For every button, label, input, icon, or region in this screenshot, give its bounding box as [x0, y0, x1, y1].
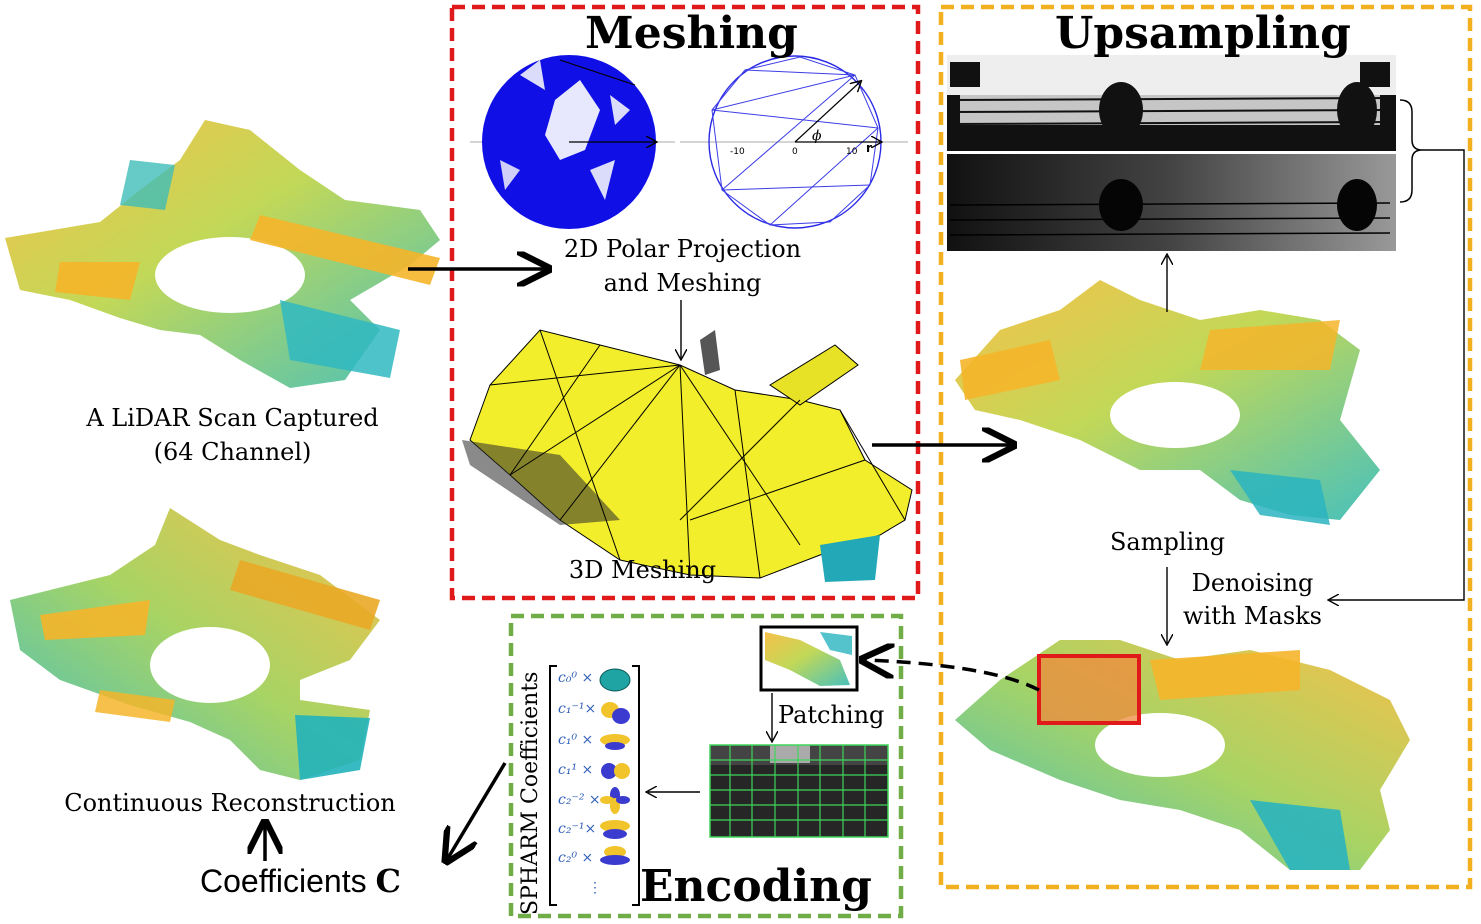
polar-r-label: r [866, 141, 872, 155]
arrow-mask-to-denoise [1330, 149, 1465, 600]
sampled-pointcloud [955, 280, 1380, 525]
range-image-depth [947, 154, 1396, 251]
harmonic-shape-4 [600, 787, 630, 814]
harmonic-shape-3 [601, 763, 630, 779]
denoised-pointcloud [955, 640, 1410, 870]
harmonic-shape-1 [601, 702, 630, 724]
meshing-3d-caption: 3D Meshing [568, 556, 717, 584]
reconstruction-caption: Continuous Reconstruction [64, 789, 396, 817]
patch-thumbnail [759, 625, 859, 692]
arrow-encoding-to-coefficients [448, 762, 507, 858]
polar-caption-line1: 2D Polar Projection [563, 235, 802, 263]
lidar-caption-line1: A LiDAR Scan Captured [86, 404, 379, 432]
coefficients-word: Coefficients [200, 863, 367, 899]
patch-grid-image [709, 744, 889, 838]
harmonic-shape-0 [599, 668, 631, 692]
coef-label-1: c₁⁻¹× [558, 701, 597, 717]
range-image-brace [1399, 99, 1423, 203]
mesh-3d [462, 329, 913, 582]
reconstruction-pointcloud [10, 508, 380, 780]
coef-label-3: c₁¹ × [558, 762, 594, 778]
harmonic-shape-5 [600, 820, 630, 839]
patching-caption: Patching [778, 701, 885, 729]
polar-projection-sparse: ϕ r -10 0 10 [680, 55, 908, 229]
sampling-caption: Sampling [1109, 528, 1226, 556]
encoding-title: Encoding [640, 861, 872, 912]
coef-label-0: c₀⁰ × [558, 670, 594, 686]
coef-label-2: c₁⁰ × [558, 732, 594, 748]
spharm-right-bracket [632, 665, 640, 906]
upsampling-title: Upsampling [1055, 8, 1351, 59]
lidar-caption-line2: (64 Channel) [153, 438, 312, 466]
range-image-mask [947, 55, 1396, 151]
spherical-harmonic-shapes [599, 668, 631, 865]
upsampling-box [938, 4, 1473, 890]
denoise-caption-line2: with Masks [1182, 602, 1322, 630]
tick-10: 10 [846, 147, 858, 157]
coef-ellipsis: ⋮ [588, 880, 602, 896]
harmonic-shape-2 [600, 734, 630, 750]
coef-label-5: c₂⁻¹× [558, 821, 597, 837]
coef-label-4: c₂⁻² × [558, 792, 601, 808]
tick-neg10: -10 [730, 147, 745, 157]
polar-projection-dense [470, 55, 675, 229]
encoding-box [508, 613, 904, 919]
coefficients-symbol: C [375, 862, 401, 900]
tick-0: 0 [792, 147, 798, 157]
patch-highlight-box [1037, 654, 1141, 725]
polar-caption-line2: and Meshing [603, 269, 762, 297]
meshing-box [449, 4, 921, 601]
lidar-scan-pointcloud [5, 120, 440, 388]
arrow-patch-extract [866, 660, 1040, 692]
coefficients-caption: Coefficients C [200, 862, 440, 900]
spharm-vertical-label: SPHARM Coefficients [518, 671, 543, 915]
coef-label-6: c₂⁰ × [558, 850, 594, 866]
denoise-caption-line1: Denoising [1191, 569, 1314, 597]
harmonic-shape-6 [600, 846, 630, 865]
polar-phi-label: ϕ [812, 128, 822, 144]
meshing-title: Meshing [585, 8, 798, 59]
spharm-left-bracket [549, 665, 557, 906]
